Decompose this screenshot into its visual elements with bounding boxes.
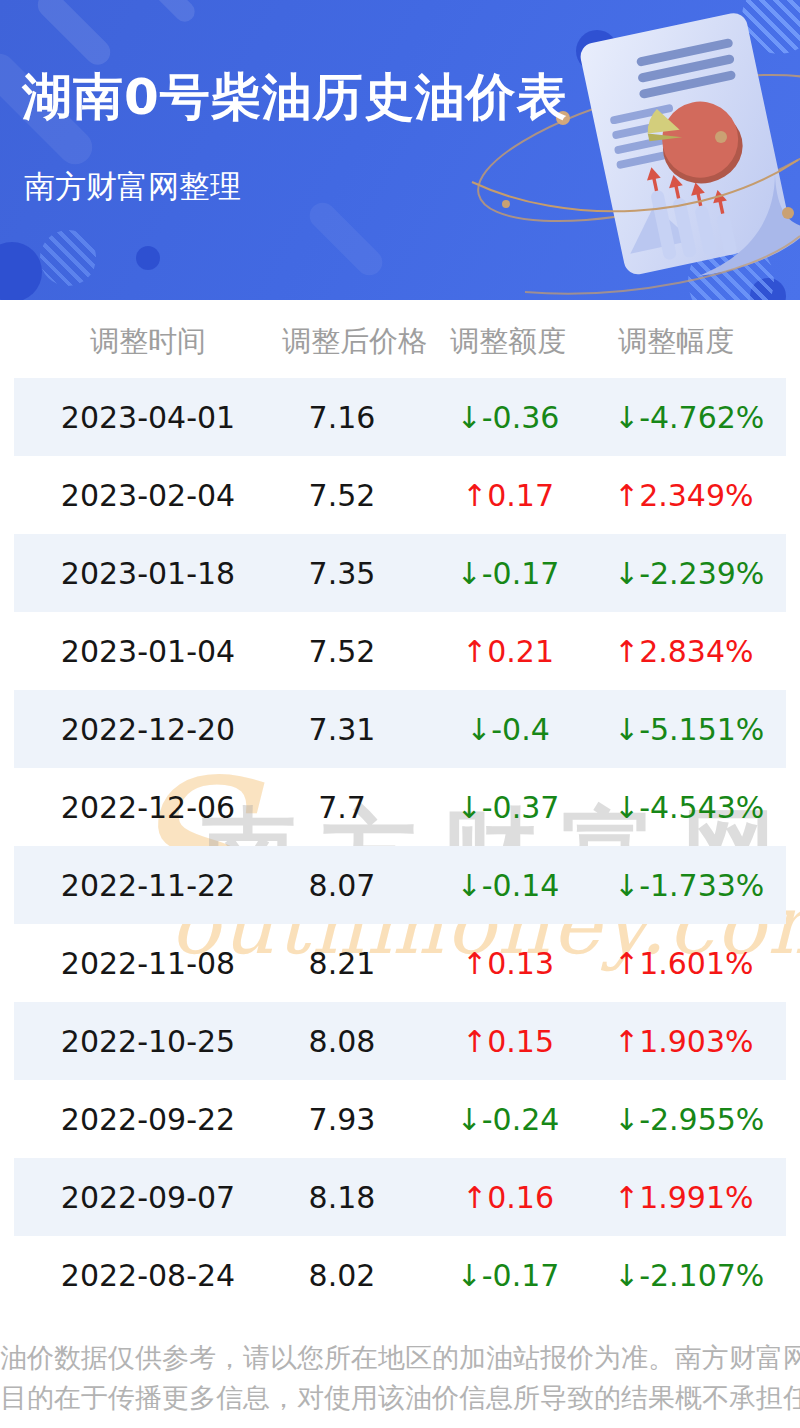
row-price: 7.93 [282,1102,402,1137]
row-change-pct: ↓-2.239% [614,556,738,591]
row-price: 8.07 [282,868,402,903]
row-price: 8.18 [282,1180,402,1215]
table-row: 2022-12-20 7.31 ↓-0.4 ↓-5.151% [14,690,786,768]
row-adjust-date: 2022-09-22 [14,1102,282,1137]
row-price: 7.16 [282,400,402,435]
table-row: 2022-09-07 8.18 ↑0.16 ↑1.991% [14,1158,786,1236]
row-change-amount: ↓-0.14 [402,868,614,903]
row-change-pct: ↑1.601% [614,946,738,981]
table-row: 2023-04-01 7.16 ↓-0.36 ↓-4.762% [14,378,786,456]
row-price: 8.02 [282,1258,402,1293]
row-adjust-date: 2022-09-07 [14,1180,282,1215]
row-change-pct: ↑2.834% [614,634,738,669]
column-header-adjust-time: 调整时间 [14,322,282,362]
row-price: 7.52 [282,478,402,513]
row-adjust-date: 2023-01-04 [14,634,282,669]
row-change-amount: ↑0.16 [402,1180,614,1215]
row-change-amount: ↓-0.4 [402,712,614,747]
table-row: 2023-01-04 7.52 ↑0.21 ↑2.834% [14,612,786,690]
banner-dot-decoration [136,246,160,270]
row-adjust-date: 2022-11-08 [14,946,282,981]
row-change-amount: ↓-0.24 [402,1102,614,1137]
row-change-pct: ↓-2.955% [614,1102,738,1137]
row-change-amount: ↓-0.37 [402,790,614,825]
row-price: 7.7 [282,790,402,825]
column-header-price-after: 调整后价格 [282,322,402,362]
row-change-pct: ↓-5.151% [614,712,738,747]
row-price: 8.08 [282,1024,402,1059]
row-price: 8.21 [282,946,402,981]
row-change-pct: ↓-4.543% [614,790,738,825]
row-change-pct: ↓-1.733% [614,868,738,903]
disclaimer-line-2: 目的在于传播更多信息，对使用该油价信息所导致的结果概不承担任何责任。 [0,1378,800,1418]
disclaimer-line-1: 油价数据仅供参考，请以您所在地区的加油站报价为准。南方财富网发布此信息的 [0,1338,800,1378]
banner-capsule-decoration [135,0,199,26]
table-header-row: 调整时间 调整后价格 调整额度 调整幅度 [14,322,786,362]
row-adjust-date: 2022-12-06 [14,790,282,825]
row-change-amount: ↑0.13 [402,946,614,981]
table-row: 2023-02-04 7.52 ↑0.17 ↑2.349% [14,456,786,534]
row-change-amount: ↑0.21 [402,634,614,669]
row-price: 7.35 [282,556,402,591]
row-adjust-date: 2022-08-24 [14,1258,282,1293]
row-change-amount: ↓-0.17 [402,556,614,591]
table-row: 2022-12-06 7.7 ↓-0.37 ↓-4.543% [14,768,786,846]
row-adjust-date: 2022-12-20 [14,712,282,747]
row-change-pct: ↓-2.107% [614,1258,738,1293]
header-banner: 湖南0号柴油历史油价表 南方财富网整理 [0,0,800,300]
page-subtitle: 南方财富网整理 [24,166,241,208]
banner-capsule-decoration [304,197,387,280]
row-change-amount: ↑0.17 [402,478,614,513]
table-row: 2022-10-25 8.08 ↑0.15 ↑1.903% [14,1002,786,1080]
row-change-amount: ↓-0.17 [402,1258,614,1293]
disclaimer: 油价数据仅供参考，请以您所在地区的加油站报价为准。南方财富网发布此信息的 目的在… [0,1338,800,1418]
row-change-pct: ↑1.903% [614,1024,738,1059]
price-table-body: 2023-04-01 7.16 ↓-0.36 ↓-4.762% 2023-02-… [14,378,786,1314]
table-row: 2022-11-22 8.07 ↓-0.14 ↓-1.733% [14,846,786,924]
row-adjust-date: 2023-04-01 [14,400,282,435]
row-change-amount: ↑0.15 [402,1024,614,1059]
table-row: 2022-09-22 7.93 ↓-0.24 ↓-2.955% [14,1080,786,1158]
table-row: 2022-08-24 8.02 ↓-0.17 ↓-2.107% [14,1236,786,1314]
banner-dot-decoration [0,242,42,300]
row-change-amount: ↓-0.36 [402,400,614,435]
page-title: 湖南0号柴油历史油价表 [22,64,568,131]
banner-capsule-decoration [33,0,116,70]
row-adjust-date: 2023-02-04 [14,478,282,513]
row-price: 7.31 [282,712,402,747]
row-change-pct: ↓-4.762% [614,400,738,435]
table-row: 2022-11-08 8.21 ↑0.13 ↑1.601% [14,924,786,1002]
column-header-change-pct: 调整幅度 [614,322,738,362]
table-row: 2023-01-18 7.35 ↓-0.17 ↓-2.239% [14,534,786,612]
banner-striped-circle-decoration [40,230,96,286]
page: 湖南0号柴油历史油价表 南方财富网整理 调整时间 调整后价格 调整额度 调整幅度… [0,0,800,1428]
row-price: 7.52 [282,634,402,669]
report-illustration-icon [470,0,800,300]
row-change-pct: ↑1.991% [614,1180,738,1215]
row-change-pct: ↑2.349% [614,478,738,513]
row-adjust-date: 2022-11-22 [14,868,282,903]
column-header-change-amount: 调整额度 [402,322,614,362]
row-adjust-date: 2023-01-18 [14,556,282,591]
row-adjust-date: 2022-10-25 [14,1024,282,1059]
